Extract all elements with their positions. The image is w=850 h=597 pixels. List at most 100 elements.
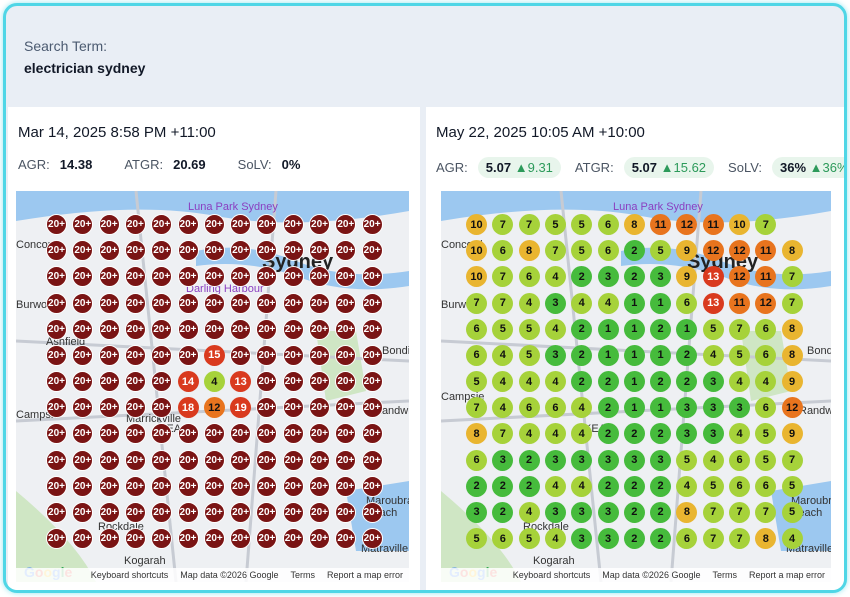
rank-pin[interactable]: 20+ bbox=[361, 292, 383, 314]
rank-pin[interactable]: 20+ bbox=[177, 344, 199, 366]
rank-pin[interactable]: 20+ bbox=[72, 344, 94, 366]
rank-pin[interactable]: 4 bbox=[544, 423, 566, 445]
rank-pin[interactable]: 8 bbox=[781, 240, 803, 262]
rank-pin[interactable]: 20+ bbox=[98, 397, 120, 419]
rank-pin[interactable]: 3 bbox=[544, 344, 566, 366]
rank-pin[interactable]: 3 bbox=[544, 501, 566, 523]
rank-pin[interactable]: 3 bbox=[466, 501, 487, 523]
rank-pin[interactable]: 20+ bbox=[124, 501, 146, 523]
rank-pin[interactable]: 20+ bbox=[203, 292, 225, 314]
rank-pin[interactable]: 20+ bbox=[256, 397, 278, 419]
rank-pin[interactable]: 20+ bbox=[124, 397, 146, 419]
rank-pin[interactable]: 8 bbox=[781, 344, 803, 366]
rank-pin[interactable]: 20+ bbox=[98, 501, 120, 523]
rank-pin[interactable]: 4 bbox=[781, 528, 803, 550]
rank-pin[interactable]: 20+ bbox=[230, 475, 252, 497]
rank-pin[interactable]: 20+ bbox=[335, 423, 357, 445]
rank-pin[interactable]: 20+ bbox=[256, 501, 278, 523]
rank-pin[interactable]: 20+ bbox=[151, 449, 173, 471]
rank-pin[interactable]: 4 bbox=[518, 371, 540, 392]
rank-pin[interactable]: 20+ bbox=[361, 318, 383, 340]
rank-pin[interactable]: 1 bbox=[650, 397, 672, 419]
rank-pin[interactable]: 20+ bbox=[177, 318, 199, 340]
rank-pin[interactable]: 15 bbox=[203, 344, 225, 366]
rank-pin[interactable]: 20+ bbox=[309, 344, 330, 366]
rank-pin[interactable]: 4 bbox=[544, 528, 566, 550]
rank-pin[interactable]: 20+ bbox=[72, 292, 94, 314]
rank-pin[interactable]: 20+ bbox=[203, 475, 225, 497]
rank-pin[interactable]: 3 bbox=[729, 397, 750, 419]
rank-pin[interactable]: 20+ bbox=[46, 423, 67, 445]
rank-pin[interactable]: 2 bbox=[597, 475, 619, 497]
rank-pin[interactable]: 2 bbox=[650, 475, 672, 497]
rank-pin[interactable]: 7 bbox=[492, 423, 514, 445]
rank-pin[interactable]: 9 bbox=[781, 423, 803, 445]
rank-pin[interactable]: 20+ bbox=[361, 371, 383, 392]
rank-pin[interactable]: 3 bbox=[623, 449, 645, 471]
rank-pin[interactable]: 20+ bbox=[98, 475, 120, 497]
rank-pin[interactable]: 5 bbox=[544, 214, 566, 235]
rank-pin[interactable]: 2 bbox=[597, 423, 619, 445]
rank-pin[interactable]: 20+ bbox=[335, 344, 357, 366]
rank-pin[interactable]: 7 bbox=[781, 449, 803, 471]
rank-pin[interactable]: 2 bbox=[571, 266, 593, 288]
rank-pin[interactable]: 20+ bbox=[177, 528, 199, 550]
rank-pin[interactable]: 20+ bbox=[282, 318, 304, 340]
rank-pin[interactable]: 20+ bbox=[361, 501, 383, 523]
rank-pin[interactable]: 3 bbox=[492, 449, 514, 471]
rank-pin[interactable]: 20+ bbox=[46, 266, 67, 288]
rank-pin[interactable]: 20+ bbox=[203, 266, 225, 288]
rank-pin[interactable]: 7 bbox=[702, 501, 724, 523]
rank-pin[interactable]: 20+ bbox=[335, 371, 357, 392]
rank-pin[interactable]: 7 bbox=[518, 214, 540, 235]
rank-pin[interactable]: 20+ bbox=[72, 423, 94, 445]
rank-pin[interactable]: 5 bbox=[781, 501, 803, 523]
rank-pin[interactable]: 12 bbox=[702, 240, 724, 262]
rank-pin[interactable]: 1 bbox=[597, 318, 619, 340]
rank-pin[interactable]: 20+ bbox=[361, 266, 383, 288]
rank-pin[interactable]: 20+ bbox=[72, 240, 94, 262]
rank-pin[interactable]: 20+ bbox=[124, 449, 146, 471]
rank-pin[interactable]: 20+ bbox=[230, 214, 252, 235]
rank-pin[interactable]: 20+ bbox=[282, 214, 304, 235]
rank-pin[interactable]: 20+ bbox=[124, 318, 146, 340]
rank-pin[interactable]: 7 bbox=[781, 292, 803, 314]
rank-pin[interactable]: 2 bbox=[492, 475, 514, 497]
rank-pin[interactable]: 4 bbox=[544, 266, 566, 288]
rank-pin[interactable]: 7 bbox=[492, 292, 514, 314]
rank-pin[interactable]: 20+ bbox=[361, 449, 383, 471]
rank-pin[interactable]: 20+ bbox=[72, 475, 94, 497]
rank-pin[interactable]: 20+ bbox=[256, 475, 278, 497]
rank-pin[interactable]: 20+ bbox=[335, 501, 357, 523]
rank-pin[interactable]: 12 bbox=[781, 397, 803, 419]
rank-pin[interactable]: 9 bbox=[676, 266, 698, 288]
rank-pin[interactable]: 4 bbox=[571, 423, 593, 445]
rank-pin[interactable]: 4 bbox=[676, 475, 698, 497]
rank-pin[interactable]: 20+ bbox=[309, 528, 330, 550]
rank-pin[interactable]: 5 bbox=[492, 318, 514, 340]
rank-pin[interactable]: 7 bbox=[729, 318, 750, 340]
rank-pin[interactable]: 20+ bbox=[98, 318, 120, 340]
rank-pin[interactable]: 10 bbox=[729, 214, 750, 235]
rank-pin[interactable]: 13 bbox=[230, 371, 252, 392]
rank-pin[interactable]: 20+ bbox=[46, 240, 67, 262]
rank-pin[interactable]: 5 bbox=[571, 214, 593, 235]
rank-pin[interactable]: 20+ bbox=[309, 423, 330, 445]
rank-pin[interactable]: 20+ bbox=[98, 528, 120, 550]
rank-pin[interactable]: 6 bbox=[755, 318, 777, 340]
rank-pin[interactable]: 20+ bbox=[151, 266, 173, 288]
rank-pin[interactable]: 20+ bbox=[124, 475, 146, 497]
rank-pin[interactable]: 6 bbox=[729, 449, 750, 471]
rank-pin[interactable]: 20+ bbox=[361, 423, 383, 445]
rank-pin[interactable]: 20+ bbox=[309, 501, 330, 523]
rank-pin[interactable]: 2 bbox=[623, 240, 645, 262]
rank-pin[interactable]: 1 bbox=[623, 292, 645, 314]
rank-pin[interactable]: 20+ bbox=[98, 423, 120, 445]
rank-pin[interactable]: 20+ bbox=[72, 266, 94, 288]
rank-pin[interactable]: 4 bbox=[544, 318, 566, 340]
rank-pin[interactable]: 2 bbox=[597, 397, 619, 419]
rank-pin[interactable]: 4 bbox=[597, 292, 619, 314]
rank-pin[interactable]: 2 bbox=[518, 449, 540, 471]
rank-pin[interactable]: 6 bbox=[466, 318, 487, 340]
rank-pin[interactable]: 20+ bbox=[361, 214, 383, 235]
